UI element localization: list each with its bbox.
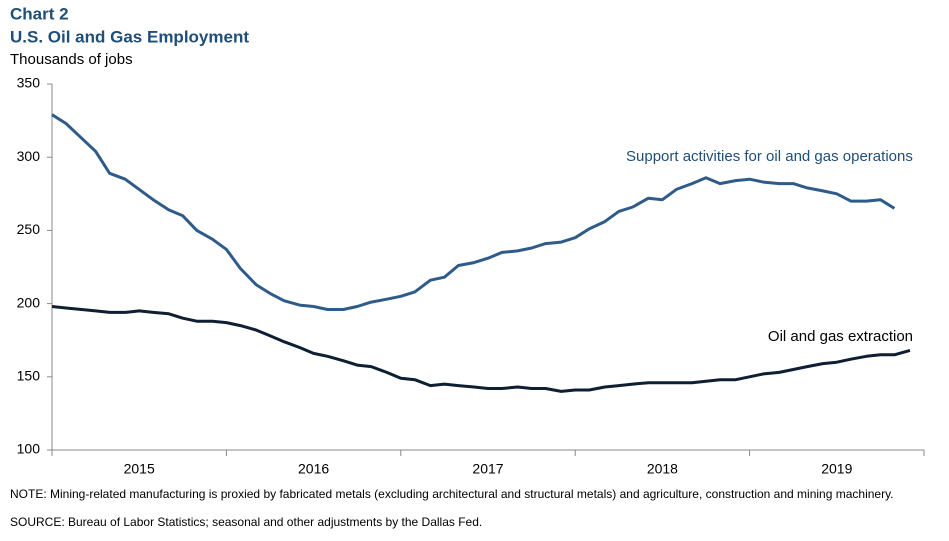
series-line	[51, 305, 911, 393]
y-tick-label: 350	[17, 75, 41, 91]
x-tick-label: 2017	[472, 461, 503, 477]
y-axis-label: Thousands of jobs	[10, 51, 133, 68]
x-tick-label: 2016	[298, 461, 329, 477]
series-label: Support activities for oil and gas opera…	[626, 148, 913, 165]
x-tick-label: 2019	[821, 461, 852, 477]
y-tick-label: 100	[17, 441, 41, 457]
note: NOTE: Mining-related manufacturing is pr…	[10, 487, 894, 501]
y-tick-label: 200	[17, 294, 41, 310]
source: SOURCE: Bureau of Labor Statistics; seas…	[10, 515, 483, 529]
chart-subtitle: U.S. Oil and Gas Employment	[10, 27, 249, 46]
series-line	[51, 113, 896, 311]
y-tick-label: 300	[17, 148, 41, 164]
chart: Chart 2 U.S. Oil and Gas Employment Thou…	[10, 4, 925, 477]
x-tick-label: 2015	[124, 461, 155, 477]
series-label: Oil and gas extraction	[768, 328, 913, 345]
chart-title: Chart 2	[10, 4, 69, 23]
y-tick-label: 150	[17, 368, 41, 384]
x-tick-label: 2018	[647, 461, 678, 477]
y-tick-label: 250	[17, 221, 41, 237]
